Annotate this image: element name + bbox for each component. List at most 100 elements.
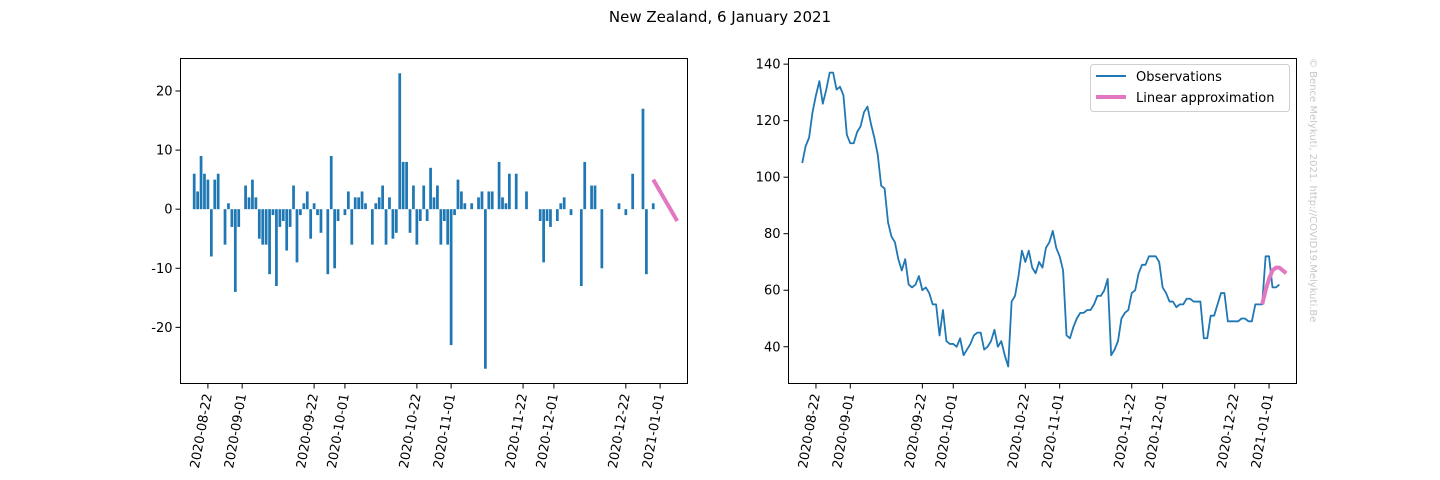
bar [199,156,203,210]
right-xtick-label: 2020-12-22 [1215,393,1243,470]
bar [624,209,628,216]
bar [456,179,460,210]
right-xtick-label: 2020-10-22 [1005,393,1033,470]
bar [364,203,367,210]
left-xtick-label: 2020-10-01 [325,393,353,470]
bar [278,209,282,227]
bar [593,185,597,210]
bar [641,108,645,210]
bar [333,209,337,269]
bar [617,203,621,210]
left-ytick-label: -20 [151,321,172,336]
bar [230,209,234,227]
bar [305,191,309,210]
bar [316,209,319,216]
bar [374,203,378,210]
bar [569,209,573,216]
bar [244,185,247,210]
bar [477,197,480,210]
bar [309,209,313,239]
bar [484,209,487,369]
bar [264,209,268,245]
right-xtick-label: 2020-11-22 [1112,393,1140,470]
bar [453,209,456,216]
bar [631,173,635,210]
bar [436,185,439,210]
bar [196,191,199,210]
bar [388,197,391,210]
bar [579,209,583,286]
observations-line [801,71,1280,368]
bar [542,209,545,263]
right-xtick-label: 2020-12-01 [1143,393,1171,470]
right-xtick-label: 2021-01-01 [1249,393,1277,470]
right-chart-panel: 2020-08-22 2020-09-01 2020-09-22 2020-10-01… [756,58,1297,470]
bar [600,209,604,269]
bar [271,209,275,216]
bar [350,209,354,245]
bar [247,197,251,210]
right-ticks-group: 2020-08-22 2020-09-01 2020-09-22 2020-10-01… [756,58,1277,470]
bar [439,209,443,245]
bar [449,209,453,346]
bar [227,203,230,210]
left-bars-group [192,73,655,369]
bar [504,203,508,210]
bar [549,209,552,227]
left-xtick-label: 2020-12-22 [606,393,634,470]
right-ytick-label: 40 [764,340,781,355]
bar [432,197,436,210]
bar [463,203,467,210]
bar [418,209,422,221]
bar [206,179,210,210]
right-xtick-label: 2020-11-01 [1040,393,1068,470]
linear-approximation-curve [1260,265,1288,305]
left-xtick-label: 2021-01-01 [640,393,668,470]
bar [415,209,419,245]
right-xtick-label: 2020-10-01 [933,393,961,470]
bar [460,191,463,210]
bar [514,173,518,210]
bar [312,203,316,210]
bar [261,209,265,245]
bar [559,203,563,210]
bar [583,161,587,210]
bar [425,209,429,221]
bar [326,209,330,275]
bar [497,161,501,210]
left-xtick-label: 2020-08-22 [188,393,216,470]
bar [525,191,528,210]
bar [394,209,398,233]
bar [470,203,474,210]
left-xtick-label: 2020-10-22 [397,393,425,470]
bar [343,209,347,216]
left-ytick-label: -10 [151,262,172,277]
bar [223,209,227,245]
left-plot-frame [180,58,688,384]
linear-approximation-line [651,178,679,223]
bar [299,209,302,216]
bar [285,209,289,251]
bar [268,209,271,275]
bar [203,173,206,210]
bar [257,209,261,239]
bar [590,185,593,210]
bar [501,197,504,210]
bar [302,203,306,210]
bar [507,173,511,210]
bar [251,179,254,210]
bar [370,209,374,245]
bar [353,197,357,210]
right-xtick-label: 2020-09-01 [830,393,858,470]
bar [233,209,237,292]
bar [645,209,648,275]
right-xtick-label: 2020-09-22 [902,393,930,470]
right-xtick-label: 2020-08-22 [796,393,824,470]
bar [651,203,655,210]
bar [237,209,241,227]
right-lines-group [801,71,1288,368]
bar [209,209,213,257]
bar [442,209,446,221]
left-xtick-label: 2020-11-01 [431,393,459,470]
bar [377,197,381,210]
